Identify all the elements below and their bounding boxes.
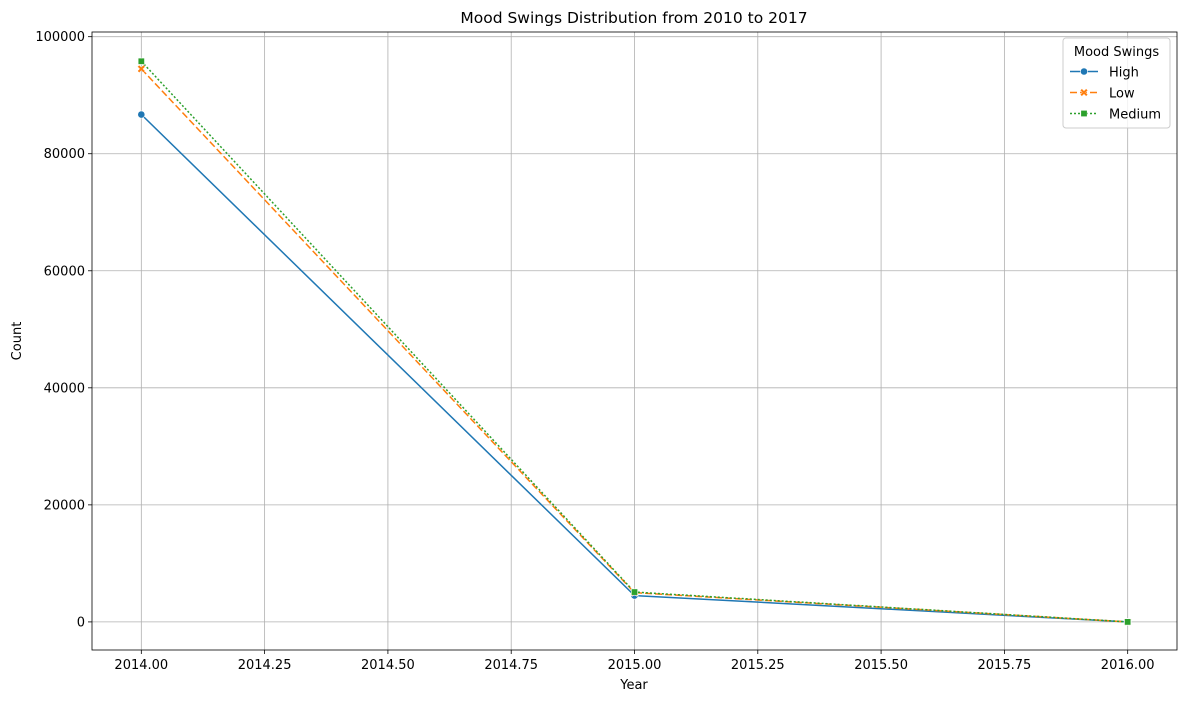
y-axis-ticks: 0 20000 40000 60000 80000 100000 bbox=[35, 30, 92, 630]
data-point-high bbox=[137, 110, 146, 119]
data-point-medium bbox=[137, 57, 145, 65]
x-tick-label: 2015.00 bbox=[608, 658, 662, 673]
x-tick-label: 2014.00 bbox=[114, 658, 168, 673]
y-tick-label: 20000 bbox=[44, 498, 85, 513]
legend-label-medium: Medium bbox=[1109, 108, 1161, 123]
legend-marker-low bbox=[1079, 88, 1089, 97]
x-tick-label: 2015.75 bbox=[978, 658, 1032, 673]
y-tick-label: 0 bbox=[77, 615, 85, 630]
data-point-medium bbox=[630, 588, 638, 596]
legend-item-medium: Medium bbox=[1070, 108, 1161, 123]
legend-item-low: Low bbox=[1070, 87, 1135, 102]
x-tick-label: 2015.50 bbox=[854, 658, 908, 673]
legend-label-high: High bbox=[1109, 66, 1139, 81]
data-point-low bbox=[137, 64, 146, 74]
legend-marker-high bbox=[1080, 67, 1088, 76]
series-lines bbox=[137, 57, 1132, 627]
x-tick-label: 2016.00 bbox=[1101, 658, 1155, 673]
grid bbox=[92, 32, 1177, 650]
legend: Mood Swings High Low Medium bbox=[1062, 37, 1171, 129]
x-tick-label: 2014.25 bbox=[238, 658, 292, 673]
series-medium bbox=[137, 57, 1132, 626]
x-tick-label: 2015.25 bbox=[731, 658, 785, 673]
y-tick-label: 60000 bbox=[44, 264, 85, 279]
legend-title: Mood Swings bbox=[1074, 45, 1159, 60]
legend-box bbox=[1062, 37, 1171, 129]
legend-items: High Low Medium bbox=[1070, 66, 1161, 123]
legend-marker-medium bbox=[1080, 110, 1088, 118]
y-tick-label: 80000 bbox=[44, 147, 85, 162]
x-tick-label: 2014.75 bbox=[484, 658, 538, 673]
y-tick-label: 40000 bbox=[44, 381, 85, 396]
y-tick-label: 100000 bbox=[35, 30, 85, 45]
data-point-medium bbox=[1124, 618, 1132, 626]
x-axis-ticks: 2014.00 2014.25 2014.50 2014.75 2015.00 2015.… bbox=[114, 650, 1155, 673]
legend-label-low: Low bbox=[1109, 87, 1135, 102]
chart-title: Mood Swings Distribution from 2010 to 20… bbox=[460, 9, 807, 27]
x-axis-label: Year bbox=[619, 678, 648, 693]
legend-item-high: High bbox=[1070, 66, 1139, 81]
x-tick-label: 2014.50 bbox=[361, 658, 415, 673]
y-axis-label: Count bbox=[10, 322, 25, 361]
